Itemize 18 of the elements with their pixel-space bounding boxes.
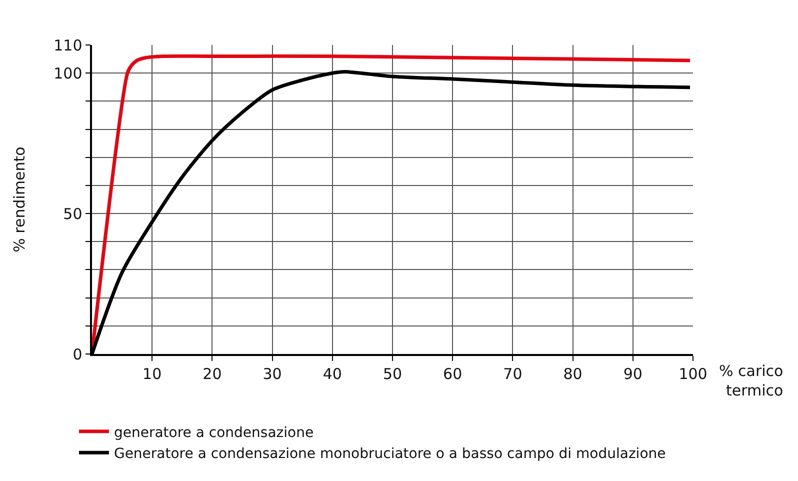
legend-label: generatore a condensazione bbox=[114, 424, 314, 441]
x-tick-label: 80 bbox=[563, 364, 582, 383]
x-tick-label: 40 bbox=[322, 364, 342, 383]
x-tick-label: 10 bbox=[142, 364, 162, 383]
x-tick-label: 60 bbox=[443, 364, 462, 383]
legend-label: Generatore a condensazione monobruciatore o a basso campo di modulazione bbox=[114, 446, 666, 462]
x-axis-title: % carico termico bbox=[719, 362, 784, 400]
x-tick-label: 30 bbox=[262, 364, 282, 383]
x-tick-label: 50 bbox=[382, 364, 402, 383]
y-axis-title: % rendimento bbox=[10, 146, 28, 252]
y-tick-label: 100 bbox=[54, 64, 82, 82]
x-tick-label: 70 bbox=[503, 364, 522, 383]
y-tick-label: 0 bbox=[72, 345, 82, 364]
x-tick-label: 100 bbox=[678, 364, 708, 383]
x-tick-label: 20 bbox=[202, 364, 222, 383]
y-tick-label: 50 bbox=[63, 204, 82, 223]
y-tick-label: 110 bbox=[54, 36, 82, 54]
x-tick-label: 90 bbox=[623, 364, 642, 383]
